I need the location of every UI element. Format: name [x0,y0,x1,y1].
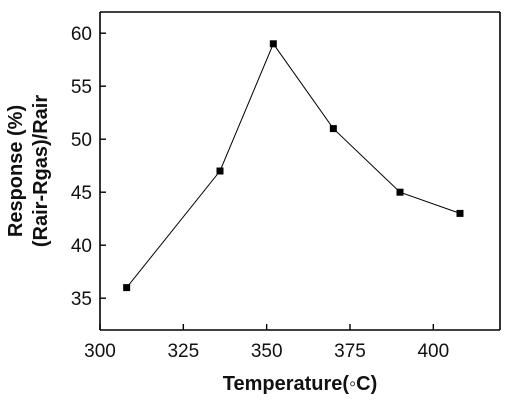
y-tick-label: 60 [71,24,92,45]
x-tick-label: 400 [417,341,449,362]
y-axis-ticks: 35 40 45 50 55 60 [71,24,106,310]
data-point-marker [269,40,277,48]
y-tick-label: 35 [71,289,92,310]
x-tick-label: 300 [84,341,116,362]
y-tick-label: 55 [71,77,92,98]
plot-frame [99,11,501,331]
y-axis-title-line2: (Rair-Rgas)/Rair [30,95,52,247]
x-tick-label: 325 [167,341,199,362]
data-point-marker [123,284,131,292]
data-point-marker [396,188,404,196]
data-point-marker [216,167,224,175]
y-tick-label: 50 [71,130,92,151]
data-point-marker [329,125,337,133]
x-axis-ticks: 300 325 350 375 400 [84,324,449,362]
x-tick-label: 375 [334,341,366,362]
y-tick-label: 45 [71,183,92,204]
y-axis-title-line1: Response (%) [5,105,27,237]
series-group [123,40,464,292]
y-tick-label: 40 [71,236,92,257]
x-axis-title: Temperature(◦C) [223,373,378,395]
x-tick-label: 350 [251,341,283,362]
data-point-marker [456,209,464,217]
series-line [126,42,461,288]
